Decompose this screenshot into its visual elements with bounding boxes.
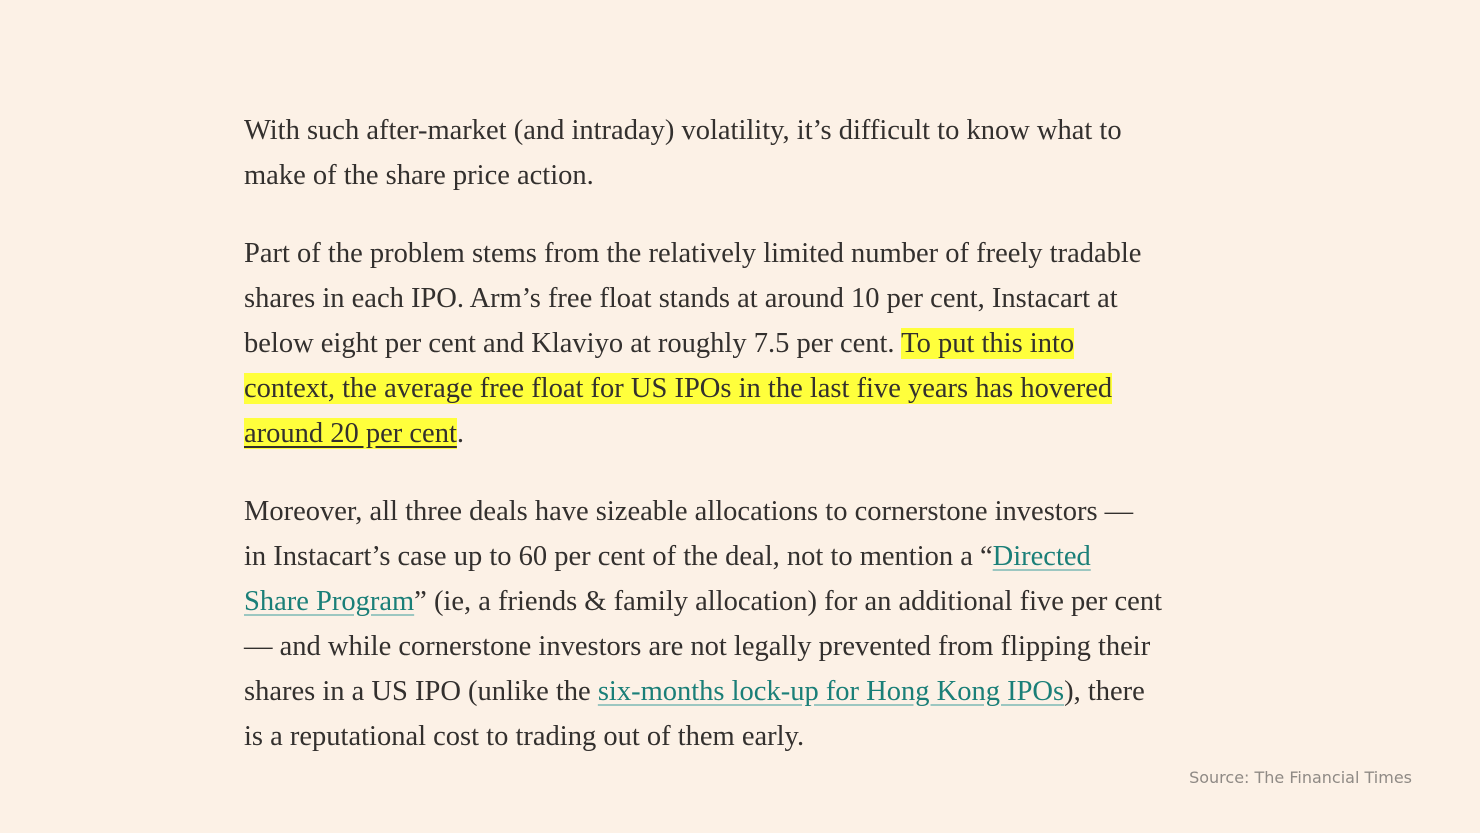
- line: context, the average free float for US I…: [244, 366, 1162, 411]
- line: With such after-market (and intraday) vo…: [244, 108, 1162, 153]
- text: ” (ie, a friends & family allocation) fo…: [414, 586, 1162, 617]
- text: below eight per cent and Klaviyo at roug…: [244, 328, 902, 359]
- link[interactable]: Directed: [992, 541, 1091, 572]
- line: shares in a US IPO (unlike the six-month…: [244, 669, 1162, 714]
- article: With such after-market (and intraday) vo…: [244, 108, 1162, 792]
- highlight: context, the average free float for US I…: [244, 373, 1113, 404]
- line: Moreover, all three deals have sizeable …: [244, 489, 1162, 534]
- text: ), there: [1064, 676, 1145, 707]
- line: below eight per cent and Klaviyo at roug…: [244, 321, 1162, 366]
- text: With such after-market (and intraday) vo…: [244, 115, 1122, 146]
- paragraph: With such after-market (and intraday) vo…: [244, 108, 1162, 198]
- line: make of the share price action.: [244, 153, 1162, 198]
- highlight-underlined: around 20 per cent: [244, 418, 457, 449]
- line: — and while cornerstone investors are no…: [244, 624, 1162, 669]
- line: around 20 per cent.: [244, 411, 1162, 456]
- text: in Instacart’s case up to 60 per cent of…: [244, 541, 993, 572]
- paragraph: Moreover, all three deals have sizeable …: [244, 489, 1162, 759]
- highlight: To put this into: [901, 328, 1075, 359]
- text: Moreover, all three deals have sizeable …: [244, 496, 1134, 527]
- link[interactable]: six-months lock-up for Hong Kong IPOs: [597, 676, 1065, 707]
- line: Share Program” (ie, a friends & family a…: [244, 579, 1162, 624]
- paragraph: Part of the problem stems from the relat…: [244, 231, 1162, 456]
- text: shares in a US IPO (unlike the: [244, 676, 598, 707]
- text: is a reputational cost to trading out of…: [244, 721, 805, 752]
- text: make of the share price action.: [244, 160, 594, 191]
- line: is a reputational cost to trading out of…: [244, 714, 1162, 759]
- text: Part of the problem stems from the relat…: [244, 238, 1142, 269]
- line: in Instacart’s case up to 60 per cent of…: [244, 534, 1162, 579]
- text: .: [456, 418, 464, 449]
- text: shares in each IPO. Arm’s free float sta…: [244, 283, 1118, 314]
- line: shares in each IPO. Arm’s free float sta…: [244, 276, 1162, 321]
- source-caption: Source: The Financial Times: [1189, 768, 1412, 787]
- link[interactable]: Share Program: [244, 586, 415, 617]
- line: Part of the problem stems from the relat…: [244, 231, 1162, 276]
- text: — and while cornerstone investors are no…: [244, 631, 1151, 662]
